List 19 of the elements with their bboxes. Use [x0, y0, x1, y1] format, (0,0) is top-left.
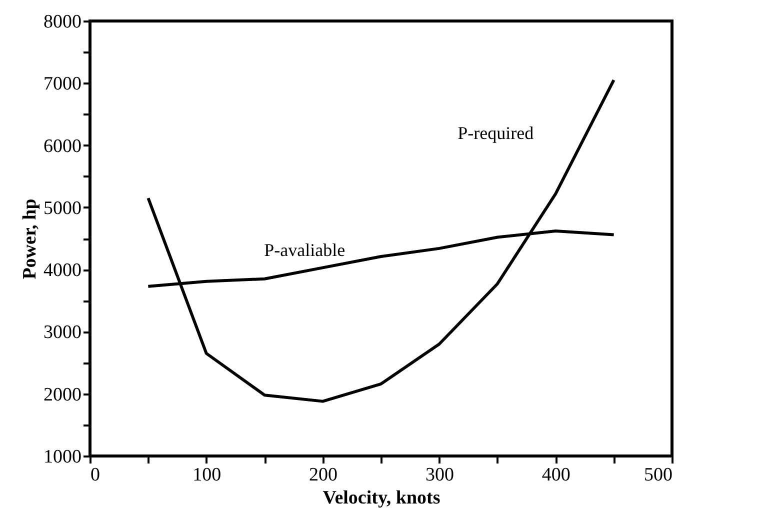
series-label: P-avaliable	[264, 240, 346, 260]
x-tick-label: 200	[309, 464, 338, 486]
text: P-required	[458, 122, 534, 143]
x-tick-label: 400	[542, 464, 570, 486]
x-axis-title: Velocity, knots	[322, 488, 440, 508]
y-axis-title: Power, hp	[20, 198, 40, 280]
x-tick-label: 300	[425, 464, 454, 486]
y-tick-label: 3000	[44, 322, 82, 344]
x-tick-label: 500	[644, 464, 672, 486]
y-tick-label: 4000	[44, 260, 82, 282]
y-tick-label: 2000	[44, 384, 82, 406]
x-tick-label: 0	[90, 464, 100, 486]
x-tick-label: 100	[192, 464, 222, 486]
y-tick-label: 5000	[44, 198, 82, 219]
y-tick-label: 7000	[44, 74, 82, 95]
y-tick-label: 6000	[44, 136, 82, 157]
line-series	[146, 78, 616, 403]
y-tick-label: 8000	[44, 12, 82, 32]
y-tick-label: 1000	[44, 446, 82, 468]
